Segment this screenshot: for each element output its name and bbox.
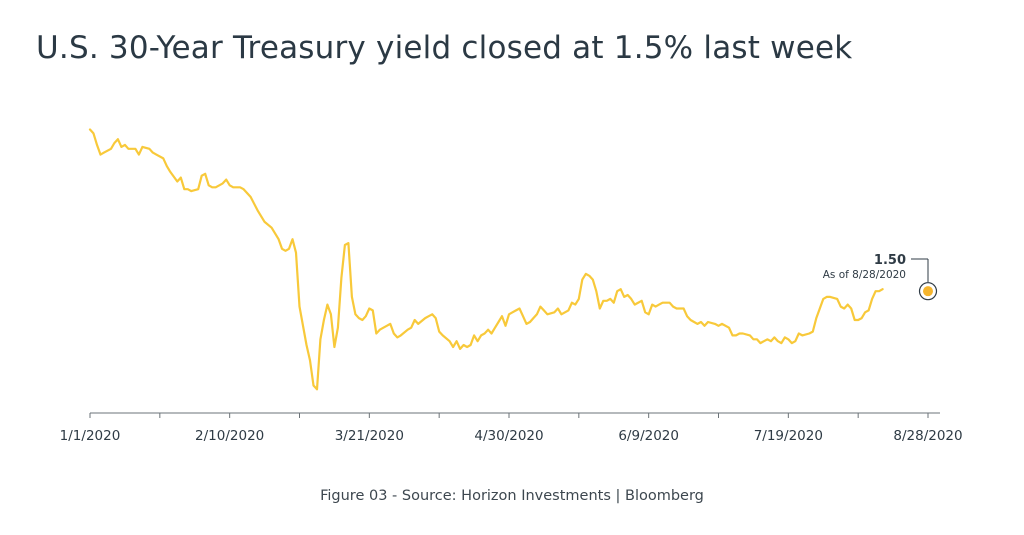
callout-label: As of 8/28/2020: [823, 269, 906, 281]
chart-title: U.S. 30-Year Treasury yield closed at 1.…: [36, 30, 853, 66]
x-axis: 1/1/2020 2/10/2020 3/21/2020 4/30/2020 6/9/2…: [60, 412, 963, 444]
x-tick-label: 7/19/2020: [754, 428, 823, 444]
callout-value: 1.50: [874, 253, 906, 268]
x-tick-label: 1/1/2020: [60, 428, 121, 444]
figure-caption: Figure 03 - Source: Horizon Investments …: [320, 488, 704, 504]
x-tick-label: 4/30/2020: [474, 428, 543, 444]
x-tick-label: 3/21/2020: [335, 428, 404, 444]
x-tick-label: 2/10/2020: [195, 428, 264, 444]
series-layer: [88, 128, 884, 391]
yield-series-line: [88, 128, 884, 391]
x-tick-label: 8/28/2020: [893, 428, 962, 444]
callout-point: [923, 286, 933, 297]
x-tick-label: 6/9/2020: [618, 428, 679, 444]
